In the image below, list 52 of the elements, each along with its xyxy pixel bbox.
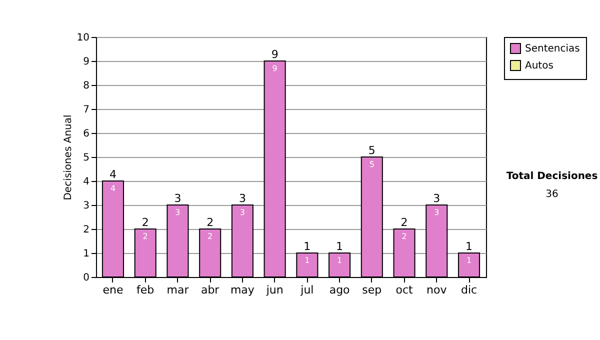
data-label: 3	[240, 208, 245, 217]
legend-label: Sentencias	[525, 44, 580, 54]
y-tick-label: 6	[83, 128, 90, 140]
y-axis-title: Decisiones Anual	[62, 114, 74, 200]
y-tick-label: 2	[83, 224, 90, 236]
x-tick-label: abr	[200, 284, 220, 296]
data-label: 2	[208, 232, 213, 241]
total-label: 3	[433, 192, 440, 205]
data-label: 1	[337, 256, 342, 265]
x-tick-label: jun	[265, 284, 284, 296]
y-tick-label: 7	[83, 104, 90, 116]
x-tick-label: mar	[166, 284, 190, 296]
y-tick-label: 1	[83, 248, 90, 260]
x-tick-label: may	[230, 284, 255, 296]
x-tick-label: jul	[300, 284, 314, 296]
y-tick-label: 4	[83, 176, 90, 188]
total-label: 4	[109, 168, 116, 181]
y-tick-label: 10	[76, 32, 90, 44]
total-label: 2	[400, 216, 408, 229]
data-label: 5	[369, 160, 374, 169]
total-label: 2	[206, 216, 214, 229]
legend-label: Autos	[525, 60, 554, 72]
x-tick-label: ago	[329, 284, 350, 296]
y-tick-label: 9	[83, 56, 90, 68]
total-label: 3	[174, 192, 182, 205]
x-tick-label: nov	[426, 284, 448, 296]
data-label: 9	[272, 64, 278, 73]
data-label: 1	[304, 256, 310, 265]
total-label: 5	[368, 144, 376, 157]
data-label: 1	[466, 256, 472, 265]
data-label: 3	[175, 208, 180, 217]
text: 36	[546, 189, 558, 200]
y-tick-label: 3	[83, 200, 90, 212]
total-label: 3	[238, 192, 246, 205]
y-tick-label: 8	[83, 80, 90, 92]
data-label: 3	[434, 208, 440, 217]
x-tick-label: oct	[396, 284, 414, 296]
text: Total Decisiones	[506, 171, 598, 182]
total-label: 1	[336, 240, 344, 253]
data-label: 2	[402, 232, 407, 241]
x-tick-label: sep	[362, 284, 382, 296]
x-tick-label: ene	[102, 284, 124, 296]
y-tick-label: 5	[83, 152, 90, 164]
y-tick-label: 0	[83, 272, 90, 284]
total-label: 1	[466, 240, 473, 253]
x-tick-label: feb	[136, 284, 154, 296]
total-label: 2	[142, 216, 149, 229]
total-label: 9	[271, 48, 278, 61]
data-label: 2	[142, 232, 148, 241]
total-label: 1	[304, 240, 311, 253]
x-tick-label: dic	[460, 284, 478, 296]
data-label: 4	[110, 184, 116, 193]
